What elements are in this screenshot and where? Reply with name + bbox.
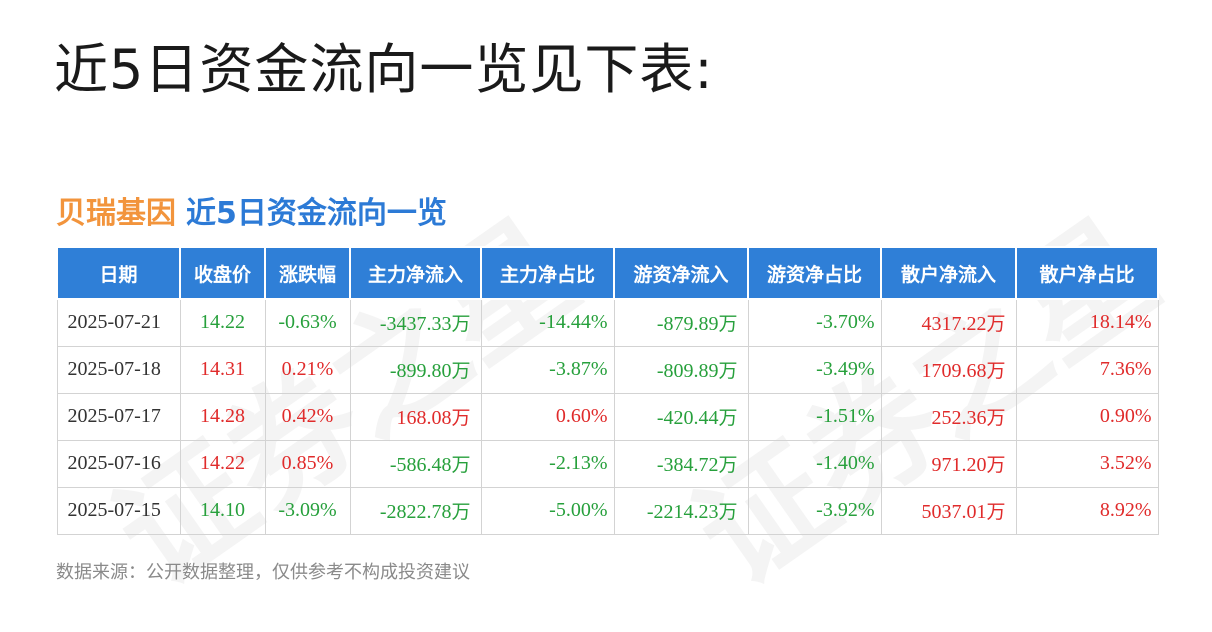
- unit-wan: 万: [718, 313, 738, 336]
- cell-hot-inflow-value: -809.89: [656, 360, 719, 382]
- unit-wan: 万: [718, 454, 738, 476]
- cell-date: 2025-07-15: [56, 486, 181, 535]
- cell-change: 0.85%: [264, 439, 351, 488]
- cell-hot-inflow: -384.72万: [613, 439, 749, 488]
- table-row: 2025-07-17 14.28 0.42% 168.08万 0.60% -420.44万…: [56, 392, 1159, 441]
- cell-change: -0.63%: [264, 298, 351, 347]
- unit-wan: 万: [986, 313, 1006, 336]
- column-header-close: 收盘价: [179, 246, 266, 300]
- cell-retail-inflow: 1709.68万: [880, 345, 1017, 394]
- card-title: 贝瑞基因 近5日资金流向一览: [56, 188, 447, 232]
- cell-hot-inflow: -2214.23万: [613, 486, 749, 535]
- cell-main-pct: -14.44%: [480, 298, 615, 347]
- cell-retail-inflow-value: 252.36: [931, 407, 987, 429]
- cell-main-inflow: 168.08万: [349, 392, 482, 441]
- cell-main-pct: -5.00%: [480, 486, 615, 535]
- cell-close: 14.22: [179, 439, 266, 488]
- cell-retail-inflow-value: 1709.68: [921, 360, 987, 382]
- unit-wan: 万: [986, 501, 1006, 523]
- column-header-retail-in: 散户净流入: [880, 246, 1017, 300]
- cell-main-inflow: -586.48万: [349, 439, 482, 488]
- cell-main-inflow-value: -3437.33: [379, 313, 452, 336]
- cell-main-pct: -3.87%: [480, 345, 615, 394]
- cell-hot-pct: -3.49%: [747, 345, 882, 394]
- cell-hot-inflow: -879.89万: [613, 298, 749, 347]
- cell-close: 14.10: [179, 486, 266, 535]
- cell-main-inflow-value: -586.48: [389, 454, 452, 476]
- column-header-main-in: 主力净流入: [349, 246, 482, 300]
- cell-main-inflow-value: 168.08: [396, 407, 452, 429]
- cell-retail-pct: 3.52%: [1015, 439, 1159, 488]
- cell-change: 0.42%: [264, 392, 351, 441]
- cell-retail-pct: 18.14%: [1015, 298, 1159, 347]
- cell-retail-inflow: 5037.01万: [880, 486, 1017, 535]
- table-row: 2025-07-15 14.10 -3.09% -2822.78万 -5.00% -221…: [56, 486, 1159, 535]
- column-header-change: 涨跌幅: [264, 246, 351, 300]
- cell-hot-inflow-value: -420.44: [656, 407, 719, 429]
- cell-close: 14.22: [179, 298, 266, 347]
- unit-wan: 万: [451, 407, 471, 429]
- cell-hot-inflow-value: -879.89: [656, 313, 719, 336]
- table-row: 2025-07-18 14.31 0.21% -899.80万 -3.87% -809.8…: [56, 345, 1159, 394]
- cell-hot-pct: -1.40%: [747, 439, 882, 488]
- column-header-date: 日期: [56, 246, 181, 300]
- cell-retail-pct: 8.92%: [1015, 486, 1159, 535]
- source-note: 数据来源：公开数据整理，仅供参考不构成投资建议: [56, 562, 470, 583]
- unit-wan: 万: [986, 454, 1006, 476]
- table-header-row: 日期 收盘价 涨跌幅 主力净流入 主力净占比 游资净流入 游资净占比 散户净流入 散户净占比: [56, 246, 1159, 300]
- cell-hot-pct: -3.92%: [747, 486, 882, 535]
- cell-hot-inflow: -809.89万: [613, 345, 749, 394]
- stock-name: 贝瑞基因: [56, 196, 176, 231]
- cell-retail-inflow-value: 971.20: [931, 454, 987, 476]
- column-header-retail-pct: 散户净占比: [1015, 246, 1159, 300]
- unit-wan: 万: [718, 360, 738, 382]
- card-subtitle: 近5日资金流向一览: [186, 196, 447, 231]
- column-header-hot-pct: 游资净占比: [747, 246, 882, 300]
- cell-main-pct: -2.13%: [480, 439, 615, 488]
- cell-hot-inflow: -420.44万: [613, 392, 749, 441]
- column-header-main-pct: 主力净占比: [480, 246, 615, 300]
- cell-change: -3.09%: [264, 486, 351, 535]
- cell-main-inflow: -2822.78万: [349, 486, 482, 535]
- unit-wan: 万: [451, 360, 471, 382]
- cell-change: 0.21%: [264, 345, 351, 394]
- unit-wan: 万: [718, 501, 738, 523]
- cell-close: 14.31: [179, 345, 266, 394]
- unit-wan: 万: [718, 407, 738, 429]
- cell-hot-inflow-value: -384.72: [656, 454, 719, 476]
- cell-date: 2025-07-21: [56, 298, 181, 347]
- headline: 近5日资金流向一览见下表:: [54, 38, 714, 101]
- unit-wan: 万: [986, 407, 1006, 429]
- unit-wan: 万: [986, 360, 1006, 382]
- table-row: 2025-07-16 14.22 0.85% -586.48万 -2.13% -384.7…: [56, 439, 1159, 488]
- cell-date: 2025-07-17: [56, 392, 181, 441]
- cell-main-pct: 0.60%: [480, 392, 615, 441]
- cell-hot-inflow-value: -2214.23: [646, 501, 719, 523]
- cell-hot-pct: -1.51%: [747, 392, 882, 441]
- cell-retail-inflow: 4317.22万: [880, 298, 1017, 347]
- cell-close: 14.28: [179, 392, 266, 441]
- cell-retail-pct: 0.90%: [1015, 392, 1159, 441]
- cell-retail-inflow-value: 4317.22: [921, 313, 987, 336]
- unit-wan: 万: [451, 313, 471, 336]
- cell-retail-inflow-value: 5037.01: [921, 501, 987, 523]
- cell-main-inflow: -899.80万: [349, 345, 482, 394]
- column-header-hot-in: 游资净流入: [613, 246, 749, 300]
- cell-retail-inflow: 252.36万: [880, 392, 1017, 441]
- unit-wan: 万: [451, 454, 471, 476]
- table-row: 2025-07-21 14.22 -0.63% -3437.33万 -14.44% -87…: [56, 298, 1159, 347]
- fund-flow-table: 日期 收盘价 涨跌幅 主力净流入 主力净占比 游资净流入 游资净占比 散户净流入 散户净占比 2…: [56, 246, 1159, 535]
- cell-main-inflow-value: -899.80: [389, 360, 452, 382]
- cell-date: 2025-07-16: [56, 439, 181, 488]
- unit-wan: 万: [451, 501, 471, 523]
- cell-retail-pct: 7.36%: [1015, 345, 1159, 394]
- cell-date: 2025-07-18: [56, 345, 181, 394]
- cell-main-inflow-value: -2822.78: [379, 501, 452, 523]
- cell-main-inflow: -3437.33万: [349, 298, 482, 347]
- cell-hot-pct: -3.70%: [747, 298, 882, 347]
- cell-retail-inflow: 971.20万: [880, 439, 1017, 488]
